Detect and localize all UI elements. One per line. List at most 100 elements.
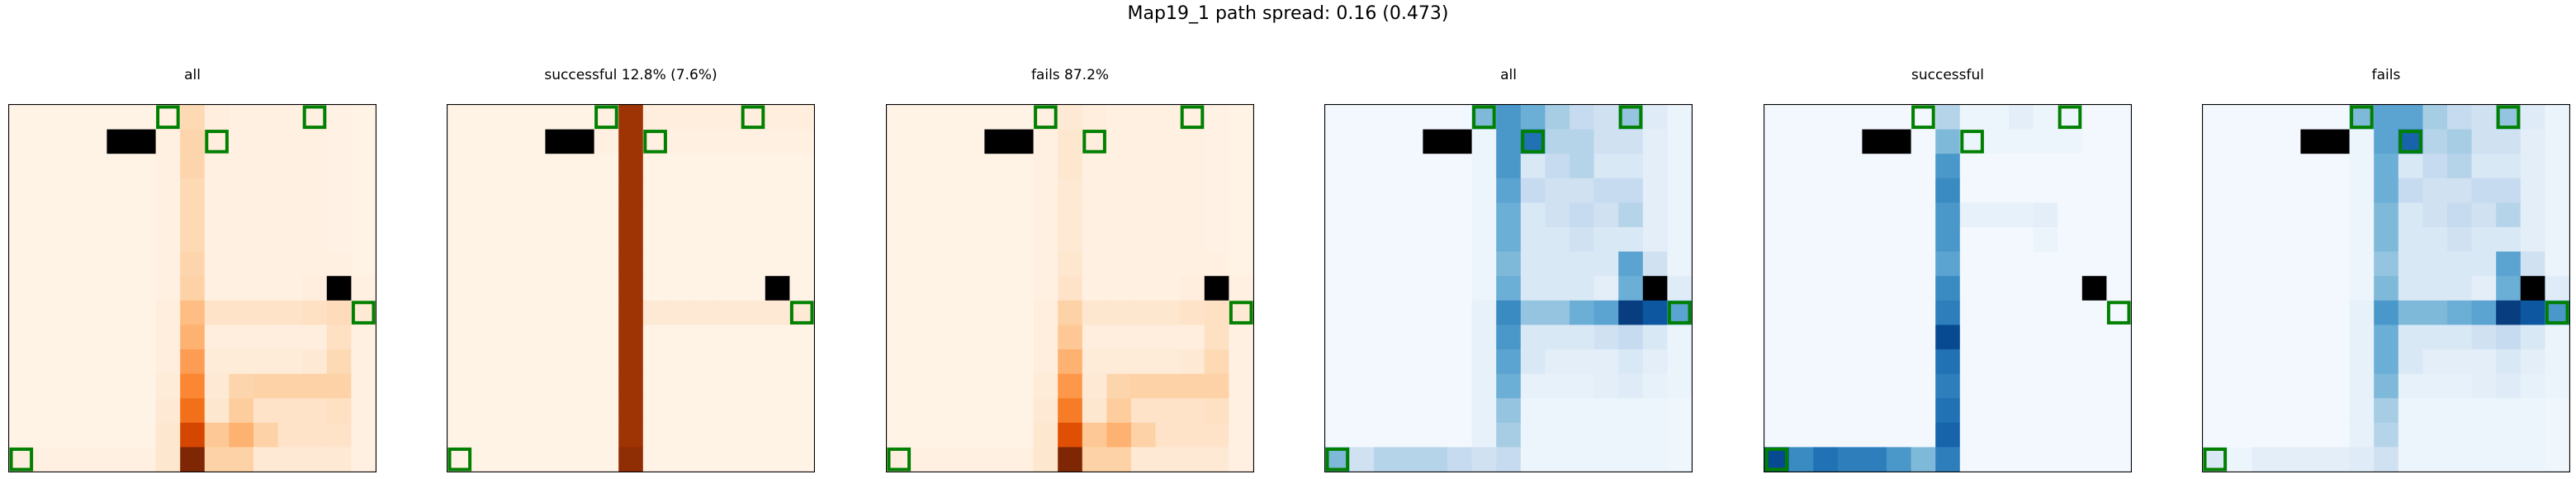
heat-cell — [1398, 447, 1423, 472]
heat-cell — [1642, 178, 1668, 203]
heat-cell — [1374, 373, 1399, 399]
heat-cell — [1667, 422, 1693, 448]
heat-cell — [2203, 129, 2228, 154]
heat-cell — [447, 129, 473, 154]
heat-cell — [1447, 105, 1473, 130]
heat-cell — [741, 349, 766, 375]
heat-cell — [107, 373, 132, 399]
obstacle-cell — [1204, 276, 1229, 301]
heat-cell — [1593, 105, 1619, 130]
heat-cell — [692, 154, 717, 179]
heat-cell — [1570, 227, 1595, 253]
heat-cell — [1642, 447, 1668, 472]
heat-cell — [2520, 129, 2545, 154]
heat-cell — [2447, 129, 2473, 154]
heat-cell — [765, 300, 790, 325]
heat-cell — [1058, 178, 1083, 203]
heat-cell — [9, 276, 35, 301]
heat-cell — [229, 251, 254, 277]
heat-cell — [618, 129, 644, 154]
heat-cell — [1520, 398, 1546, 424]
heat-cell — [2398, 349, 2423, 375]
heat-cell — [2422, 251, 2448, 277]
heat-cell — [1764, 227, 1790, 253]
heat-cell — [667, 300, 693, 325]
obstacle-cell — [2300, 129, 2326, 154]
heat-cell — [2009, 325, 2034, 350]
heat-cell — [1155, 373, 1181, 399]
heat-cell — [984, 325, 1010, 350]
heat-cell — [1349, 447, 1375, 472]
heat-cell — [1837, 202, 1863, 228]
heat-cell — [277, 227, 303, 253]
heat-cell — [2033, 422, 2058, 448]
heat-cell — [1471, 276, 1497, 301]
heat-cell — [1033, 178, 1058, 203]
heat-cell — [1471, 154, 1497, 179]
heat-cell — [2447, 373, 2473, 399]
heat-cell — [1520, 300, 1546, 325]
heat-cell — [1229, 447, 1254, 472]
heat-cell — [642, 154, 668, 179]
heat-cell — [520, 251, 546, 277]
heat-cell — [1204, 447, 1229, 472]
heat-cell — [1325, 373, 1351, 399]
heat-cell — [1447, 373, 1473, 399]
heat-cell — [180, 422, 206, 448]
obstacle-cell — [2325, 129, 2351, 154]
heat-cell — [1229, 251, 1254, 277]
goal-marker — [789, 301, 814, 325]
heat-cell — [1496, 447, 1522, 472]
heat-cell — [2398, 398, 2423, 424]
heat-cell — [2033, 227, 2058, 253]
heat-cell — [2081, 154, 2107, 179]
heat-cell — [2374, 276, 2399, 301]
heat-cell — [2545, 325, 2570, 350]
heatmap-chart — [886, 104, 1254, 472]
heat-cell — [911, 178, 936, 203]
heat-cell — [642, 422, 668, 448]
heat-cell — [1496, 227, 1522, 253]
heat-cell — [1570, 398, 1595, 424]
heat-cell — [1593, 373, 1619, 399]
heat-cell — [1545, 276, 1570, 301]
heat-cell — [1788, 105, 1814, 130]
heat-cell — [155, 300, 181, 325]
heat-cell — [1374, 105, 1399, 130]
goal-marker — [1472, 105, 1496, 130]
heat-cell — [2300, 202, 2326, 228]
heat-cell — [58, 300, 83, 325]
heat-cell — [33, 105, 59, 130]
heat-cell — [2398, 251, 2423, 277]
heat-cell — [935, 105, 961, 130]
heat-cell — [1471, 129, 1497, 154]
heat-cell — [9, 300, 35, 325]
heat-cell — [1131, 373, 1157, 399]
heat-cell — [1959, 154, 1985, 179]
heat-cell — [2447, 202, 2473, 228]
heat-cell — [1325, 227, 1351, 253]
heat-cell — [9, 422, 35, 448]
heat-cell — [2398, 325, 2423, 350]
heat-cell — [2422, 276, 2448, 301]
heat-cell — [131, 373, 157, 399]
heat-cell — [667, 325, 693, 350]
heat-cell — [1570, 422, 1595, 448]
heat-cell — [2471, 276, 2497, 301]
heat-cell — [1984, 202, 2010, 228]
heat-cell — [496, 398, 522, 424]
obstacle-cell — [131, 129, 157, 154]
heat-cell — [594, 422, 619, 448]
heat-cell — [1009, 251, 1035, 277]
heat-cell — [1813, 154, 1839, 179]
heat-cell — [741, 398, 766, 424]
heat-cell — [1667, 202, 1693, 228]
heat-cell — [1545, 129, 1570, 154]
heat-cell — [1106, 251, 1132, 277]
heat-cell — [1984, 154, 2010, 179]
heat-cell — [1496, 373, 1522, 399]
heat-cell — [911, 227, 936, 253]
heat-cell — [1204, 129, 1229, 154]
heat-cell — [82, 227, 107, 253]
heat-cell — [1374, 349, 1399, 375]
